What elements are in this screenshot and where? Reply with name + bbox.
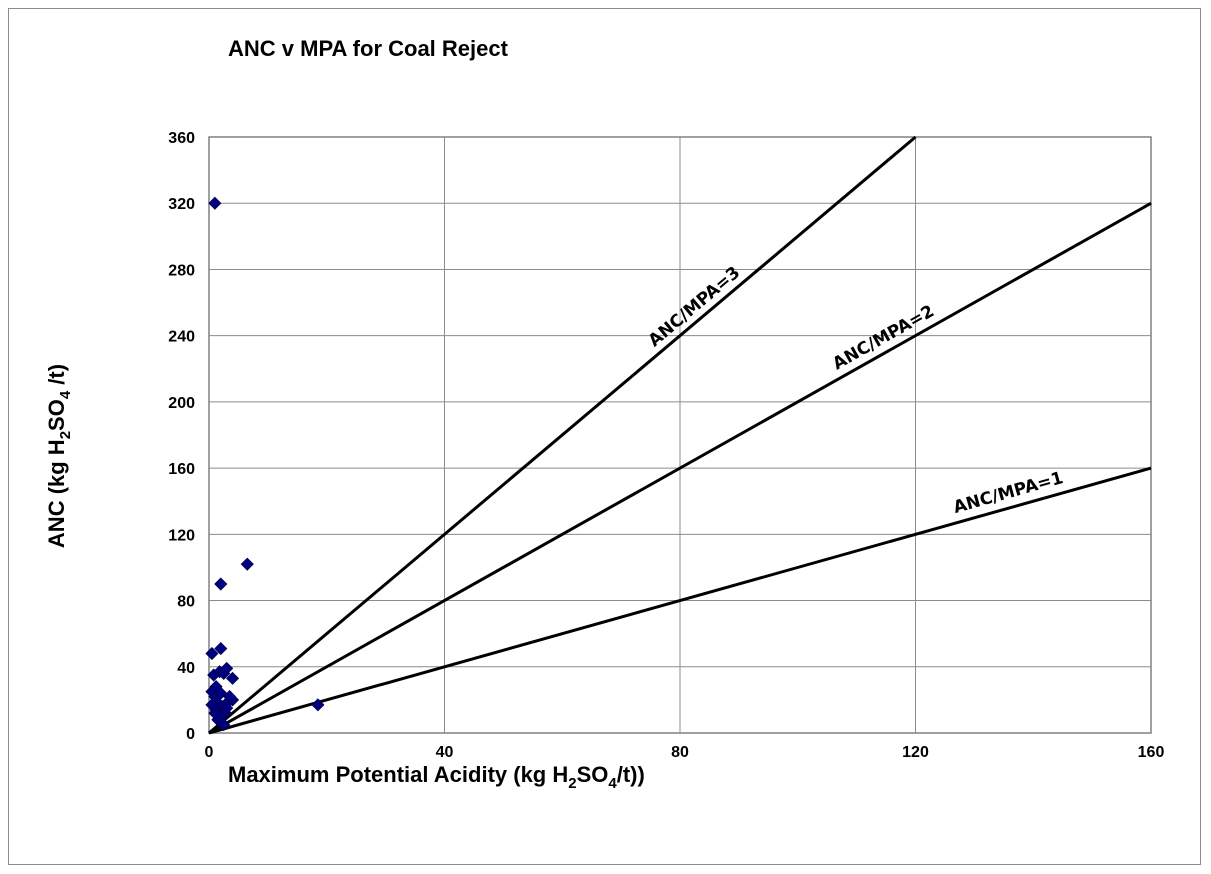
ratio-line-3: [208, 135, 917, 735]
x-tick-label: 40: [436, 744, 454, 761]
data-point: [220, 701, 234, 715]
y-tick-label: 360: [168, 130, 195, 147]
y-axis-title-part: SO: [44, 399, 69, 431]
y-axis-title-sub: 2: [57, 431, 74, 439]
ratio-line-labels: ANC/MPA=1 ANC/MPA=2 ANC/MPA=3: [645, 263, 1066, 518]
y-tick-label: 80: [177, 594, 195, 611]
data-point: [208, 706, 222, 720]
data-point: [214, 642, 228, 656]
data-point: [214, 577, 228, 591]
gridlines: [208, 136, 1152, 734]
chart-frame: [8, 8, 1201, 865]
ratio-lines: [208, 135, 1152, 735]
x-axis-title-part: /t)): [617, 762, 645, 787]
y-axis-title: ANC (kg H2SO4 /t): [44, 364, 74, 548]
x-tick-label: 0: [205, 744, 214, 761]
data-points: [205, 196, 325, 732]
y-axis-title-sub: 4: [57, 390, 74, 399]
plot-area: [208, 136, 1152, 734]
x-tick-label: 160: [1138, 744, 1165, 761]
y-tick-labels: 0 40 80 120 160 200 240 280 320 360: [168, 130, 195, 743]
x-axis-title-part: SO: [577, 762, 609, 787]
data-point: [311, 698, 325, 712]
x-axis-title-sub: 2: [568, 775, 576, 792]
data-point: [220, 661, 234, 675]
x-tick-label: 120: [902, 744, 929, 761]
ratio-line-label-1: ANC/MPA=1: [951, 468, 1065, 518]
x-axis-title-sub: 4: [608, 775, 617, 792]
x-axis-title-part: Maximum Potential Acidity (kg H: [228, 762, 568, 787]
x-axis-title: Maximum Potential Acidity (kg H2SO4/t)): [228, 762, 645, 792]
y-axis-title-part: /t): [44, 364, 69, 391]
chart-title: ANC v MPA for Coal Reject: [228, 36, 509, 61]
y-tick-label: 240: [168, 329, 195, 346]
x-tick-label: 80: [671, 744, 689, 761]
data-point: [214, 686, 228, 700]
data-point: [225, 671, 240, 685]
y-tick-label: 120: [168, 527, 195, 544]
y-tick-label: 280: [168, 262, 195, 279]
y-tick-label: 320: [168, 196, 195, 213]
ratio-line-label-2: ANC/MPA=2: [829, 301, 937, 374]
data-point: [205, 646, 219, 661]
data-point: [217, 718, 231, 732]
y-tick-label: 40: [177, 660, 195, 677]
ratio-line-label-3: ANC/MPA=3: [645, 263, 744, 351]
y-axis-title-part: ANC (kg H: [44, 439, 69, 548]
y-tick-label: 0: [186, 726, 195, 743]
data-point: [240, 557, 254, 571]
y-tick-label: 200: [168, 395, 195, 412]
x-tick-labels: 0 40 80 120 160: [205, 744, 1165, 761]
y-tick-label: 160: [168, 461, 195, 478]
data-point: [208, 196, 222, 210]
ratio-line-1: [208, 466, 1152, 735]
ratio-line-2: [208, 201, 1152, 735]
